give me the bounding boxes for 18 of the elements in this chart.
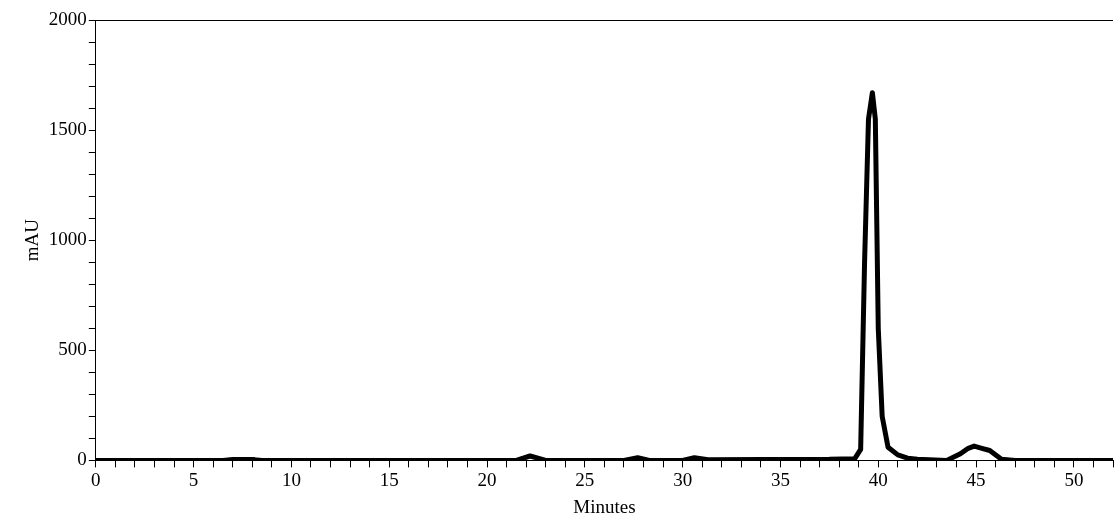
y-tick-label: 0 <box>77 448 87 470</box>
x-axis-title: Minutes <box>573 495 636 517</box>
y-tick-label: 2000 <box>48 7 87 29</box>
x-tick-label: 50 <box>1064 468 1084 490</box>
x-tick-label: 40 <box>868 468 888 490</box>
x-tick-label: 10 <box>281 468 301 490</box>
x-tick-label: 20 <box>477 468 497 490</box>
x-tick-label: 45 <box>966 468 986 490</box>
x-tick-label: 35 <box>770 468 790 490</box>
x-tick-label: 25 <box>575 468 595 490</box>
y-tick-label: 1000 <box>48 228 87 250</box>
y-axis-title: mAU <box>21 218 43 262</box>
y-tick-label: 500 <box>58 338 87 360</box>
x-tick-label: 15 <box>379 468 399 490</box>
y-tick-label: 1500 <box>48 118 87 140</box>
x-tick-label: 30 <box>673 468 693 490</box>
x-tick-label: 5 <box>188 468 199 490</box>
x-tick-label: 0 <box>91 468 101 490</box>
